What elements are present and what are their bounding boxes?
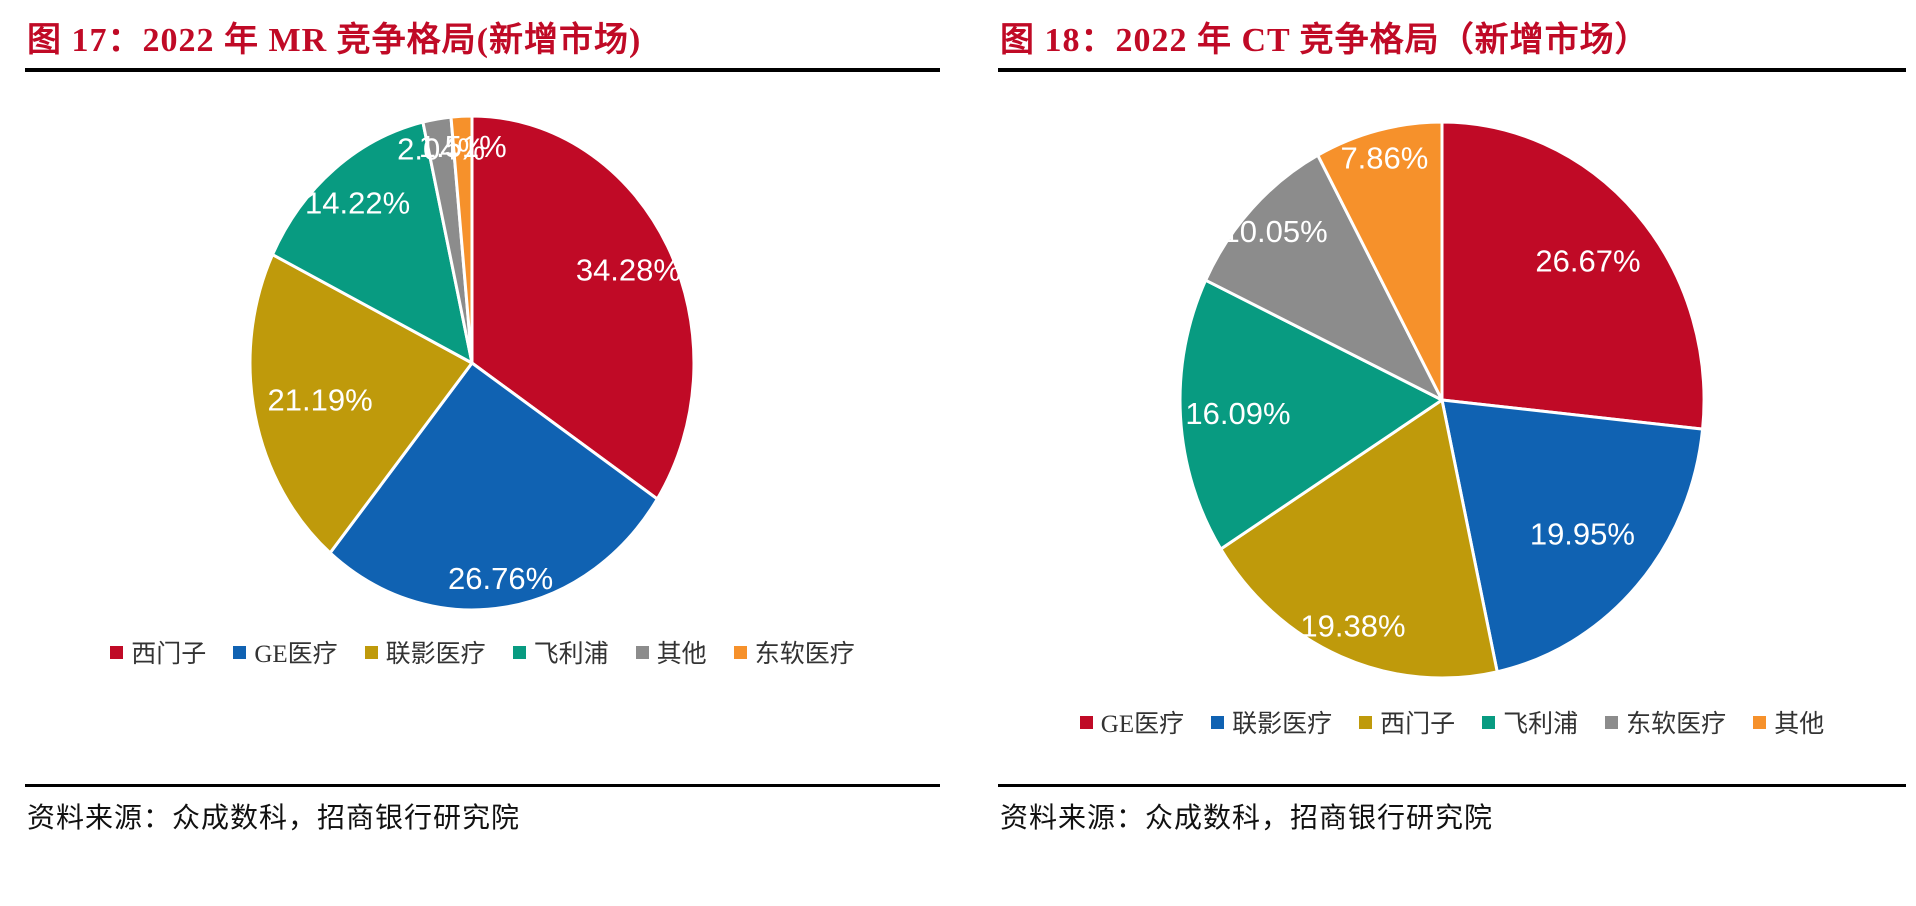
pie-label-others: 7.86% bbox=[1340, 140, 1428, 175]
legend-label-philips: 飞利浦 bbox=[1503, 711, 1579, 738]
legend-item-ge-healthcare: GE医疗 bbox=[233, 634, 338, 670]
legend-label-others: 其他 bbox=[656, 641, 707, 668]
legend-swatch-philips bbox=[512, 645, 526, 659]
figure-17: 图 17：2022 年 MR 竞争格局(新增市场) 西门子 GE医疗 联影医疗 飞利浦… bbox=[25, 0, 940, 906]
figure-17-source-rule bbox=[25, 784, 940, 787]
legend-label-philips: 飞利浦 bbox=[533, 641, 609, 668]
legend-item-united-imaging: 联影医疗 bbox=[364, 634, 486, 670]
pie-slice-philips bbox=[1178, 278, 1444, 551]
legend-swatch-neusoft bbox=[733, 645, 747, 659]
legend-label-siemens: 西门子 bbox=[131, 641, 207, 668]
figure-18-title: 图 18：2022 年 CT 竞争格局（新增市场） bbox=[1000, 22, 1650, 59]
legend-item-united-imaging: 联影医疗 bbox=[1211, 704, 1332, 740]
pie-slice-neusoft bbox=[1204, 153, 1444, 402]
legend-swatch-others bbox=[635, 645, 649, 659]
legend-item-neusoft: 东软医疗 bbox=[733, 634, 855, 670]
legend-swatch-siemens bbox=[1359, 715, 1373, 729]
pie-label-united-imaging: 19.95% bbox=[1530, 517, 1635, 552]
legend-label-neusoft: 东软医疗 bbox=[1626, 711, 1727, 738]
pie-slice-neusoft bbox=[449, 114, 474, 365]
pie-label-neusoft: 1.51% bbox=[419, 129, 507, 164]
pie-slice-united-imaging bbox=[1440, 398, 1705, 674]
figure-18: 图 18：2022 年 CT 竞争格局（新增市场） GE医疗 联影医疗 西门子 飞利浦… bbox=[998, 0, 1906, 906]
legend-label-ge-healthcare: GE医疗 bbox=[254, 641, 338, 668]
pie-slice-philips bbox=[271, 120, 474, 365]
legend-item-ge-healthcare: GE医疗 bbox=[1079, 704, 1185, 740]
legend-label-siemens: 西门子 bbox=[1380, 711, 1456, 738]
legend-label-united-imaging: 联影医疗 bbox=[385, 641, 486, 668]
pie-label-philips: 14.22% bbox=[305, 185, 410, 220]
pie-slice-united-imaging bbox=[248, 253, 474, 555]
figure-18-source-rule bbox=[998, 784, 1906, 787]
figure-18-legend: GE医疗 联影医疗 西门子 飞利浦 东软医疗 其他 bbox=[998, 704, 1906, 740]
figure-18-source: 资料来源：众成数科，招商银行研究院 bbox=[1000, 803, 1494, 834]
pie-label-philips: 16.09% bbox=[1185, 396, 1290, 431]
legend-swatch-united-imaging bbox=[364, 645, 378, 659]
legend-label-neusoft: 东软医疗 bbox=[754, 641, 855, 668]
legend-label-ge-healthcare: GE医疗 bbox=[1100, 711, 1185, 738]
figure-18-title-rule bbox=[998, 68, 1906, 72]
legend-swatch-ge-healthcare bbox=[233, 645, 247, 659]
legend-item-others: 其他 bbox=[635, 634, 707, 670]
legend-label-others: 其他 bbox=[1774, 711, 1825, 738]
legend-item-philips: 飞利浦 bbox=[512, 634, 609, 670]
pie-label-united-imaging: 21.19% bbox=[268, 382, 373, 417]
legend-swatch-united-imaging bbox=[1211, 715, 1225, 729]
pie-label-ge-healthcare: 26.76% bbox=[448, 561, 553, 596]
legend-swatch-siemens bbox=[110, 645, 124, 659]
pie-slice-siemens bbox=[1219, 398, 1499, 680]
figure-17-source: 资料来源：众成数科，招商银行研究院 bbox=[27, 803, 521, 834]
legend-item-philips: 飞利浦 bbox=[1482, 704, 1578, 740]
pie-label-neusoft: 10.05% bbox=[1223, 214, 1328, 249]
legend-swatch-ge-healthcare bbox=[1079, 715, 1093, 729]
legend-swatch-others bbox=[1753, 715, 1767, 729]
legend-item-siemens: 西门子 bbox=[110, 634, 206, 670]
figure-17-title-rule bbox=[25, 68, 940, 72]
legend-item-neusoft: 东软医疗 bbox=[1605, 704, 1726, 740]
legend-item-siemens: 西门子 bbox=[1359, 704, 1455, 740]
legend-label-united-imaging: 联影医疗 bbox=[1232, 711, 1333, 738]
pie-label-siemens: 19.38% bbox=[1300, 609, 1405, 644]
legend-swatch-philips bbox=[1482, 715, 1496, 729]
pie-slice-ge-healthcare bbox=[328, 361, 659, 612]
pie-slice-others bbox=[1316, 120, 1444, 402]
pie-slice-ge-healthcare bbox=[1440, 120, 1706, 431]
pie-label-others: 2.04% bbox=[397, 131, 485, 166]
pie-label-siemens: 34.28% bbox=[576, 252, 681, 287]
figure-17-title: 图 17：2022 年 MR 竞争格局(新增市场) bbox=[27, 22, 642, 59]
figure-17-legend: 西门子 GE医疗 联影医疗 飞利浦 其他 东软医疗 bbox=[25, 634, 940, 670]
legend-swatch-neusoft bbox=[1605, 715, 1619, 729]
legend-item-others: 其他 bbox=[1753, 704, 1824, 740]
pie-label-ge-healthcare: 26.67% bbox=[1535, 244, 1640, 279]
